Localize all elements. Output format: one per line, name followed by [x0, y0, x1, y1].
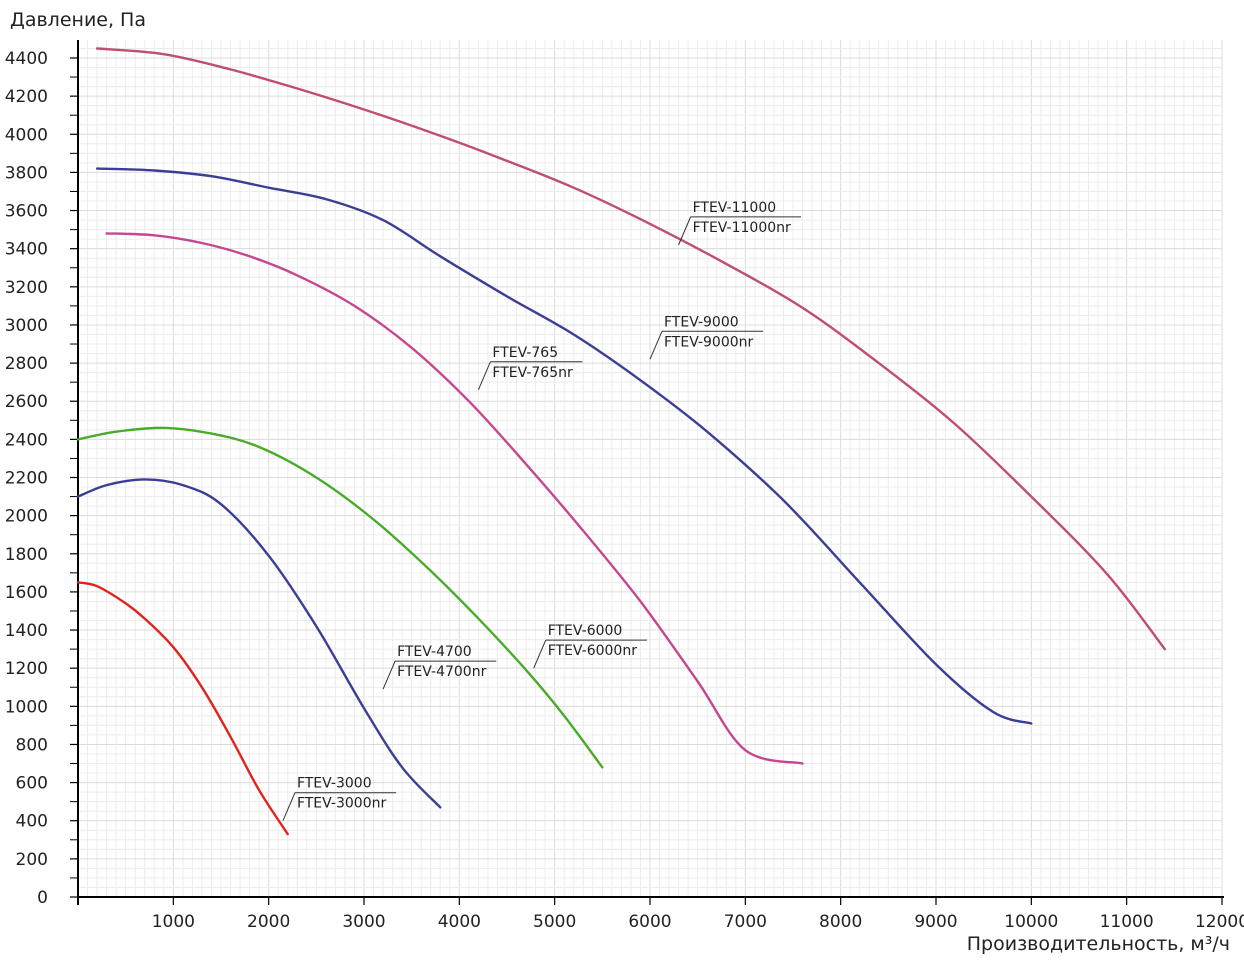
series-label: FTEV-4700 — [397, 644, 472, 660]
y-tick-label: 3200 — [5, 278, 48, 298]
y-tick-label: 1200 — [5, 659, 48, 679]
x-tick-label: 7000 — [724, 912, 767, 932]
y-tick-label: 1000 — [5, 697, 48, 717]
x-tick-label: 5000 — [533, 912, 576, 932]
x-tick-label: 10000 — [1004, 912, 1058, 932]
series-line-ftev-765 — [105, 232, 804, 765]
x-tick-label: 2000 — [247, 912, 290, 932]
series-label: FTEV-11000 — [693, 200, 777, 216]
x-tick-label: 6000 — [628, 912, 671, 932]
series-label-nr: FTEV-765nr — [492, 365, 573, 381]
series-line-ftev-9000 — [95, 167, 1033, 725]
x-tick-label: 12000 — [1195, 912, 1244, 932]
y-tick-label: 1600 — [5, 583, 48, 603]
series-label: FTEV-765 — [492, 345, 558, 361]
y-tick-label: 4200 — [5, 87, 48, 107]
series-label-nr: FTEV-3000nr — [297, 796, 387, 812]
y-tick-label: 800 — [16, 735, 48, 755]
x-axis-label: Производительность, м³/ч — [966, 933, 1230, 955]
series-label-nr: FTEV-9000nr — [664, 334, 754, 350]
x-tick-label: 1000 — [152, 912, 195, 932]
x-tick-label: 4000 — [438, 912, 481, 932]
x-tick-label: 3000 — [342, 912, 385, 932]
y-tick-label: 600 — [16, 774, 48, 794]
x-tick-label: 8000 — [819, 912, 862, 932]
y-tick-label: 3000 — [5, 316, 48, 336]
y-tick-label: 3600 — [5, 202, 48, 222]
series-label-nr: FTEV-11000nr — [693, 220, 791, 236]
y-tick-label: 4400 — [5, 49, 48, 69]
series-label: FTEV-9000 — [664, 314, 739, 330]
series-label-nr: FTEV-6000nr — [548, 643, 638, 659]
y-tick-label: 400 — [16, 812, 48, 832]
series-line-ftev-6000 — [76, 426, 604, 769]
series-line-ftev-4700 — [76, 478, 442, 809]
label-leader — [382, 660, 396, 690]
y-tick-label: 3800 — [5, 163, 48, 183]
y-tick-label: 2200 — [5, 469, 48, 489]
y-tick-label: 1800 — [5, 545, 48, 565]
label-leader — [533, 639, 547, 669]
y-tick-label: 2400 — [5, 430, 48, 450]
y-tick-label: 2800 — [5, 354, 48, 374]
y-tick-label: 2000 — [5, 507, 48, 527]
series-line-ftev-11000 — [95, 47, 1166, 651]
label-leader — [649, 331, 663, 360]
y-tick-label: 200 — [16, 850, 48, 870]
series-line-ftev-3000 — [76, 581, 289, 836]
y-tick-label: 4000 — [5, 125, 48, 145]
series-label: FTEV-3000 — [297, 776, 372, 792]
x-tick-label: 9000 — [914, 912, 957, 932]
x-tick-label: 11000 — [1100, 912, 1154, 932]
label-leader — [678, 216, 692, 246]
y-tick-label: 0 — [37, 888, 48, 908]
series-label-nr: FTEV-4700nr — [397, 664, 487, 680]
label-leader — [282, 792, 296, 821]
y-tick-label: 2600 — [5, 392, 48, 412]
y-tick-label: 3400 — [5, 240, 48, 260]
y-tick-label: 1400 — [5, 621, 48, 641]
y-axis-label: Давление, Па — [10, 9, 146, 31]
series-label: FTEV-6000 — [548, 623, 623, 639]
label-leader — [477, 361, 491, 390]
